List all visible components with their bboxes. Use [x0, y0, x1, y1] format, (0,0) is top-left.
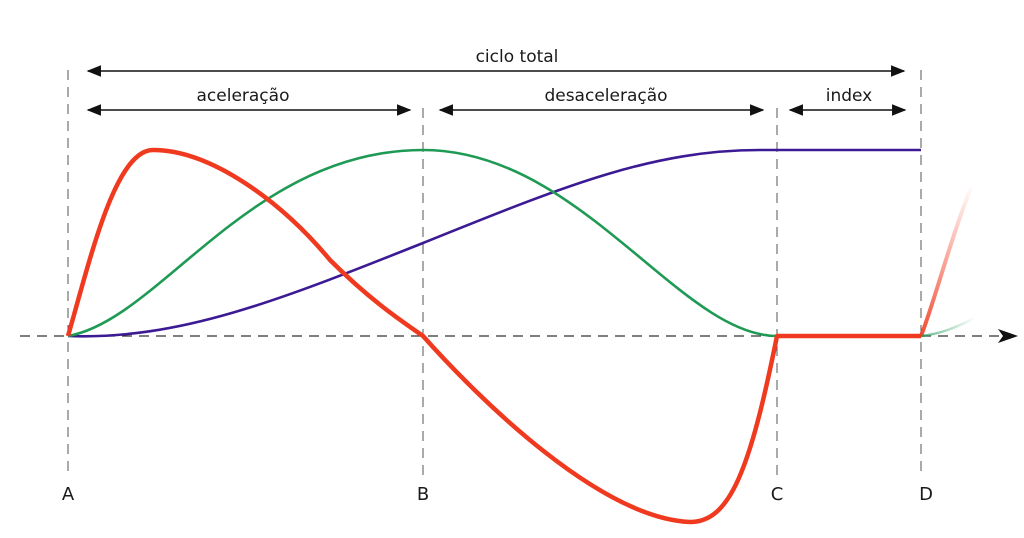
point-d-label: D: [919, 484, 933, 505]
red-curve: [65, 147, 921, 525]
index-label: index: [826, 86, 873, 106]
point-c-label: C: [771, 484, 784, 505]
point-b-label: B: [417, 484, 429, 505]
aceleracao-label: aceleração: [197, 86, 290, 106]
time-axis-arrowhead: [998, 329, 1018, 343]
point-a-label: A: [62, 484, 75, 505]
red-curve-continuation: [919, 184, 974, 337]
purple-curve: [67, 148, 921, 338]
green-curve-continuation: [920, 316, 976, 338]
ciclo-total-label: ciclo total: [476, 47, 559, 67]
green-curve: [67, 148, 778, 338]
desaceleracao-label: desaceleração: [544, 86, 667, 106]
